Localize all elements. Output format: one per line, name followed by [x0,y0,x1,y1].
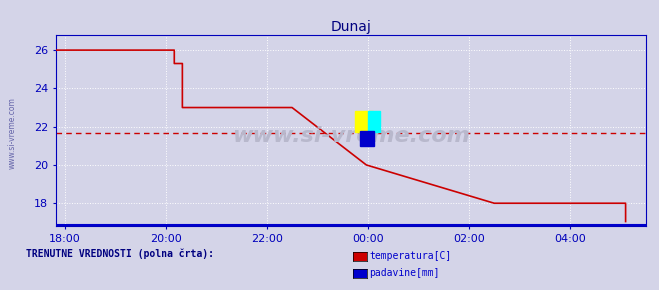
Bar [360,131,374,146]
Bar [368,111,380,133]
Text: TRENUTNE VREDNOSTI (polna črta):: TRENUTNE VREDNOSTI (polna črta): [26,248,214,259]
Text: www.si-vreme.com: www.si-vreme.com [8,97,17,169]
Text: padavine[mm]: padavine[mm] [369,268,440,278]
Bar [355,111,373,133]
Text: www.si-vreme.com: www.si-vreme.com [232,126,470,146]
Text: temperatura[C]: temperatura[C] [369,251,451,261]
Title: Dunaj: Dunaj [330,20,372,34]
